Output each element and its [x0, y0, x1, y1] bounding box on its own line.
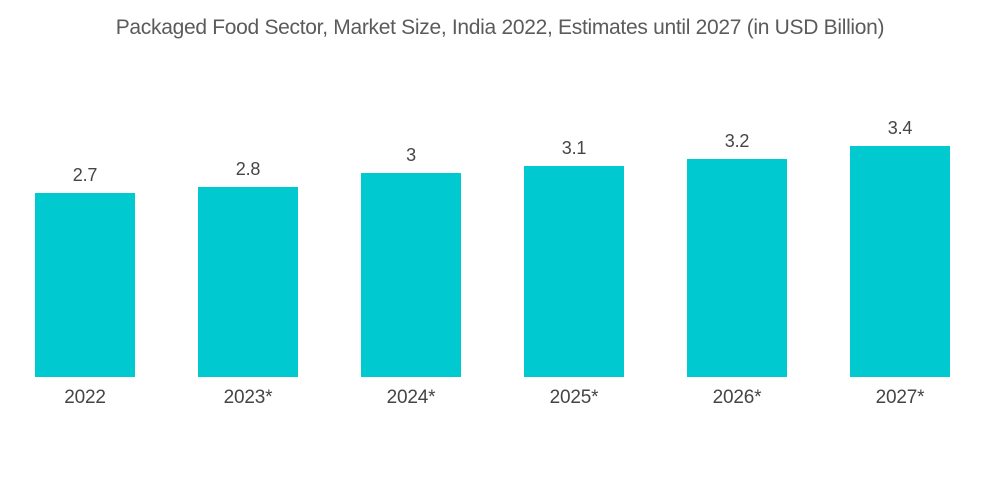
bar: [850, 145, 950, 377]
bar-value-label: 2.7: [72, 165, 98, 186]
bar-category-label: 2024*: [386, 387, 436, 408]
bar-value-label: 2.8: [235, 158, 261, 179]
bar: [35, 193, 135, 377]
bar: [198, 186, 298, 377]
bar: [524, 166, 624, 377]
bar-chart-plot-area: 2.7 2022 2.8 2023* 3 2024* 3.1 2025* 3.2 2026* 3.4…: [35, 101, 950, 408]
bar: [361, 173, 461, 377]
bar: [687, 159, 787, 377]
bar-category-label: 2026*: [712, 387, 762, 408]
bar-group: 3.2 2026*: [687, 101, 787, 408]
chart-title: Packaged Food Sector, Market Size, India…: [115, 16, 885, 39]
bar-value-label: 3: [406, 145, 416, 165]
bar-group: 2.8 2023*: [198, 101, 298, 408]
bar-category-label: 2023*: [223, 387, 273, 408]
bar-group: 3.1 2025*: [524, 101, 624, 408]
bar-group: 3 2024*: [361, 101, 461, 408]
bar-value-label: 3.4: [887, 117, 913, 138]
bar-category-label: 2022: [64, 387, 106, 408]
bar-value-label: 3.1: [561, 138, 587, 159]
bar-category-label: 2025*: [549, 387, 599, 408]
bar-group: 2.7 2022: [35, 101, 135, 408]
bar-category-label: 2027*: [875, 387, 925, 408]
bar-group: 3.4 2027*: [850, 101, 950, 408]
bar-value-label: 3.2: [724, 131, 750, 152]
